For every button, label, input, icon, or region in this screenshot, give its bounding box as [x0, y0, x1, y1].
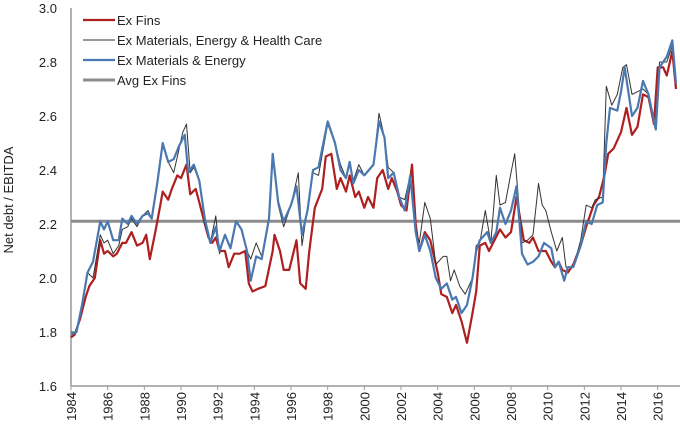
x-tick-label: 1988 [137, 392, 152, 421]
x-tick-label: 2002 [394, 392, 409, 421]
series-line-0 [70, 50, 678, 344]
y-tick-label: 2.8 [39, 55, 57, 70]
x-tick-label: 1986 [101, 392, 116, 421]
x-tick-label: 2010 [541, 392, 556, 421]
x-tick-label: 1990 [174, 392, 189, 421]
x-tick-label: 2008 [504, 392, 519, 421]
y-tick-label: 2.0 [39, 271, 57, 286]
legend-label: Ex Fins [117, 13, 161, 28]
axes: 1.6 1.8 2.0 2.2 2.4 2.6 2.8 3.0 1984 1986 1988 1990… [39, 1, 680, 421]
x-tick-label: 1998 [321, 392, 336, 421]
x-tick-label: 2014 [614, 392, 629, 421]
y-tick-label: 3.0 [39, 1, 57, 16]
x-tick-label: 2004 [431, 392, 446, 421]
y-axis-label: Net debt / EBITDA [1, 146, 16, 253]
x-tick-label: 2000 [357, 392, 372, 421]
x-tick-label: 2012 [577, 392, 592, 421]
series-line-1 [71, 45, 677, 333]
legend-label: Avg Ex Fins [117, 73, 187, 88]
y-tick-label: 2.4 [39, 163, 57, 178]
x-tick-label: 2006 [467, 392, 482, 421]
x-tick-label: 1996 [284, 392, 299, 421]
x-tick-label: 1984 [64, 392, 79, 421]
x-tick-label: 1994 [247, 392, 262, 421]
series-lines [70, 39, 680, 344]
y-tick-label: 1.8 [39, 325, 57, 340]
x-tick-label: 1992 [211, 392, 226, 421]
x-tick-label: 2016 [651, 392, 666, 421]
legend-label: Ex Materials, Energy & Health Care [117, 33, 322, 48]
legend: Ex Fins Ex Materials, Energy & Health Car… [83, 13, 322, 88]
legend-label: Ex Materials & Energy [117, 53, 246, 68]
series-line-2 [70, 39, 678, 336]
y-tick-label: 2.6 [39, 109, 57, 124]
y-tick-label: 2.2 [39, 217, 57, 232]
y-tick-label: 1.6 [39, 379, 57, 394]
